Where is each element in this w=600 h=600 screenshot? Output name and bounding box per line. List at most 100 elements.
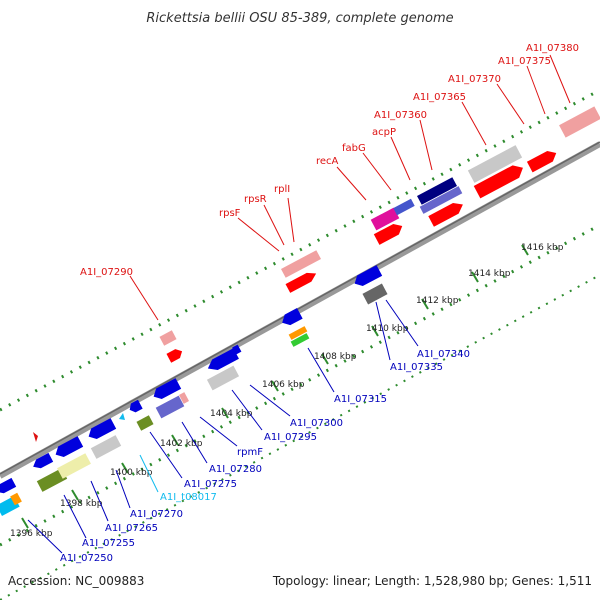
label-A1I_07290[interactable]: A1I_07290 — [80, 267, 133, 278]
feature-rpmF[interactable] — [155, 395, 185, 419]
feature-A1I_07365[interactable] — [467, 145, 523, 183]
leader-A1I_07270 — [115, 469, 131, 509]
feature-A1I_07365-arrow[interactable] — [428, 199, 465, 227]
scale-1400: 1400 kbp — [110, 468, 153, 478]
label-A1I_07335[interactable]: A1I_07335 — [390, 362, 443, 373]
label-A1I_07255[interactable]: A1I_07255 — [82, 538, 135, 549]
label-A1I_07375[interactable]: A1I_07375 — [498, 56, 551, 67]
feature-A1I_07340[interactable] — [362, 283, 388, 305]
leader-A1I_07300 — [249, 384, 291, 417]
feature-blue-edge[interactable] — [0, 477, 17, 496]
feature-A1I_07375[interactable] — [526, 148, 559, 173]
feature-rpmF-pink[interactable] — [179, 392, 189, 404]
label-A1I_07250[interactable]: A1I_07250 — [60, 553, 113, 564]
label-A1I_07270[interactable]: A1I_07270 — [130, 509, 183, 520]
leader-A1I_07280 — [181, 421, 208, 464]
feature-blue-a[interactable] — [31, 452, 54, 471]
leader-A1I_07290 — [129, 275, 159, 321]
scale-1406: 1406 kbp — [262, 380, 305, 390]
feature-blue-b[interactable] — [53, 436, 84, 460]
scale-labels: 1396 kbp 1398 kbp 1400 kbp 1402 kbp 1404… — [10, 243, 564, 539]
reverse-features — [0, 265, 388, 516]
feature-rps-block[interactable] — [280, 250, 322, 278]
feature-orange-b[interactable] — [288, 326, 308, 340]
feature-small-blue[interactable] — [231, 344, 242, 356]
feature-blue-c[interactable] — [86, 418, 117, 442]
leader-fabG — [362, 152, 392, 191]
leader-A1I_07275 — [149, 431, 183, 479]
reverse-label-group: A1I_07250 A1I_07255 A1I_07265 A1I_07270 … — [27, 299, 470, 564]
label-A1I_07340[interactable]: A1I_07340 — [417, 349, 470, 360]
feature-recA[interactable] — [370, 207, 400, 231]
label-rpmF[interactable]: rpmF — [237, 447, 263, 458]
feature-A1I_07265[interactable] — [57, 453, 91, 479]
label-A1I_t08017[interactable]: A1I_t08017 — [160, 492, 217, 503]
feature-blue-d[interactable] — [127, 399, 143, 414]
leader-A1I_t08017 — [139, 454, 159, 493]
scale-1414: 1414 kbp — [468, 269, 511, 279]
label-acpP[interactable]: acpP — [372, 127, 396, 138]
feature-A1I_07360[interactable] — [416, 177, 458, 205]
scale-1410: 1410 kbp — [366, 324, 409, 334]
feature-orange[interactable] — [10, 492, 22, 506]
feature-A1I_07255[interactable] — [36, 468, 68, 492]
label-A1I_07365[interactable]: A1I_07365 — [413, 92, 466, 103]
feature-A1I_07360-b[interactable] — [419, 186, 463, 214]
feature-A1I_07370[interactable] — [473, 162, 526, 199]
feature-A1I_07295[interactable] — [205, 348, 239, 374]
scale-1408: 1408 kbp — [314, 352, 357, 362]
feature-small-red[interactable] — [33, 432, 38, 442]
leader-A1I_07250 — [27, 519, 63, 554]
backbone-edge — [0, 141, 600, 475]
label-recA[interactable]: recA — [316, 156, 339, 167]
forward-features — [33, 106, 600, 442]
feature-A1I_07290-arrow[interactable] — [166, 347, 184, 363]
label-A1I_07300[interactable]: A1I_07300 — [290, 418, 343, 429]
label-A1I_07315[interactable]: A1I_07315 — [334, 394, 387, 405]
feature-A1I_07335[interactable] — [352, 265, 383, 289]
forward-label-group: A1I_07290 rpsF rpsR rplI recA fabG acpP … — [80, 43, 579, 321]
label-A1I_07275[interactable]: A1I_07275 — [184, 479, 237, 490]
leader-rplI — [287, 197, 295, 243]
label-A1I_07295[interactable]: A1I_07295 — [264, 432, 317, 443]
genome-backbone — [0, 141, 600, 479]
leader-A1I_07375 — [526, 65, 546, 115]
label-rpsF[interactable]: rpsF — [219, 208, 241, 219]
feature-A1I_07280[interactable] — [151, 378, 182, 402]
feature-recA-arrow[interactable] — [373, 221, 405, 245]
label-A1I_07370[interactable]: A1I_07370 — [448, 74, 501, 85]
label-A1I_07380[interactable]: A1I_07380 — [526, 43, 579, 54]
feature-A1I_07300[interactable] — [206, 365, 240, 391]
leader-A1I_07295 — [231, 389, 263, 431]
leader-A1I_07340 — [385, 299, 419, 347]
leader-acpP — [390, 136, 411, 181]
feature-rps-arrows[interactable] — [285, 269, 319, 293]
leader-A1I_07335 — [375, 301, 391, 361]
scale-1402: 1402 kbp — [160, 439, 203, 449]
leader-rpmF — [199, 416, 238, 447]
feature-A1I_t08017[interactable] — [119, 413, 125, 420]
topology-summary: Topology: linear; Length: 1,528,980 bp; … — [272, 574, 592, 588]
label-A1I_07265[interactable]: A1I_07265 — [105, 523, 158, 534]
label-A1I_07360[interactable]: A1I_07360 — [374, 110, 427, 121]
feature-A1I_07270[interactable] — [90, 435, 122, 459]
leader-A1I_07265 — [90, 480, 109, 522]
leader-A1I_07380 — [549, 54, 571, 104]
feature-A1I_07290[interactable] — [159, 330, 177, 346]
label-fabG[interactable]: fabG — [342, 143, 366, 154]
feature-green-b[interactable] — [290, 333, 310, 347]
label-rplI[interactable]: rplI — [274, 184, 290, 195]
leader-A1I_07360 — [419, 119, 433, 171]
leader-A1I_07315 — [307, 347, 335, 393]
accession-text: Accession: NC_009883 — [8, 574, 144, 588]
feature-A1I_07275[interactable] — [136, 415, 154, 431]
feature-A1I_07315[interactable] — [279, 308, 303, 328]
feature-fabG[interactable] — [393, 198, 415, 216]
label-rpsR[interactable]: rpsR — [244, 194, 267, 205]
feature-A1I_07380[interactable] — [559, 106, 600, 138]
label-A1I_07280[interactable]: A1I_07280 — [209, 464, 262, 475]
map-title: Rickettsia bellii OSU 85-389, complete g… — [146, 11, 453, 26]
scale-1412: 1412 kbp — [416, 296, 459, 306]
leader-A1I_07370 — [496, 83, 525, 125]
